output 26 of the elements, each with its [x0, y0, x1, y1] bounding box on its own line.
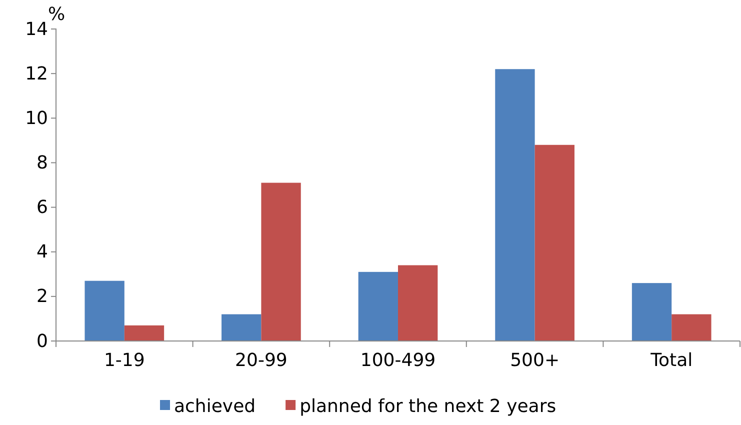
y-tick-label: 10 [25, 108, 48, 129]
bar [222, 314, 262, 341]
x-tick-label: 20-99 [235, 350, 288, 371]
y-tick-label: 4 [36, 242, 48, 263]
bar [358, 272, 398, 341]
bar [398, 265, 438, 341]
x-tick-label: Total [650, 350, 693, 371]
bar [632, 283, 672, 341]
legend-label: planned for the next 2 years [300, 396, 556, 417]
x-tick-label: 1-19 [104, 350, 145, 371]
bar [534, 144, 574, 341]
x-tick-label: 100-499 [360, 350, 436, 371]
bar [261, 182, 301, 341]
legend-label: achieved [174, 396, 256, 417]
y-tick-label: 0 [36, 330, 48, 352]
y-tick-label: 6 [36, 197, 48, 218]
bar [672, 314, 712, 341]
bar [495, 69, 535, 341]
x-tick-label: 500+ [510, 350, 560, 371]
y-tick-label: 2 [36, 286, 48, 308]
y-tick-label: 8 [36, 152, 48, 174]
bar [84, 280, 124, 341]
y-tick-label: 12 [25, 63, 48, 84]
y-axis-title: % [48, 4, 66, 25]
bar [124, 325, 164, 341]
y-tick-label: 14 [25, 18, 48, 40]
